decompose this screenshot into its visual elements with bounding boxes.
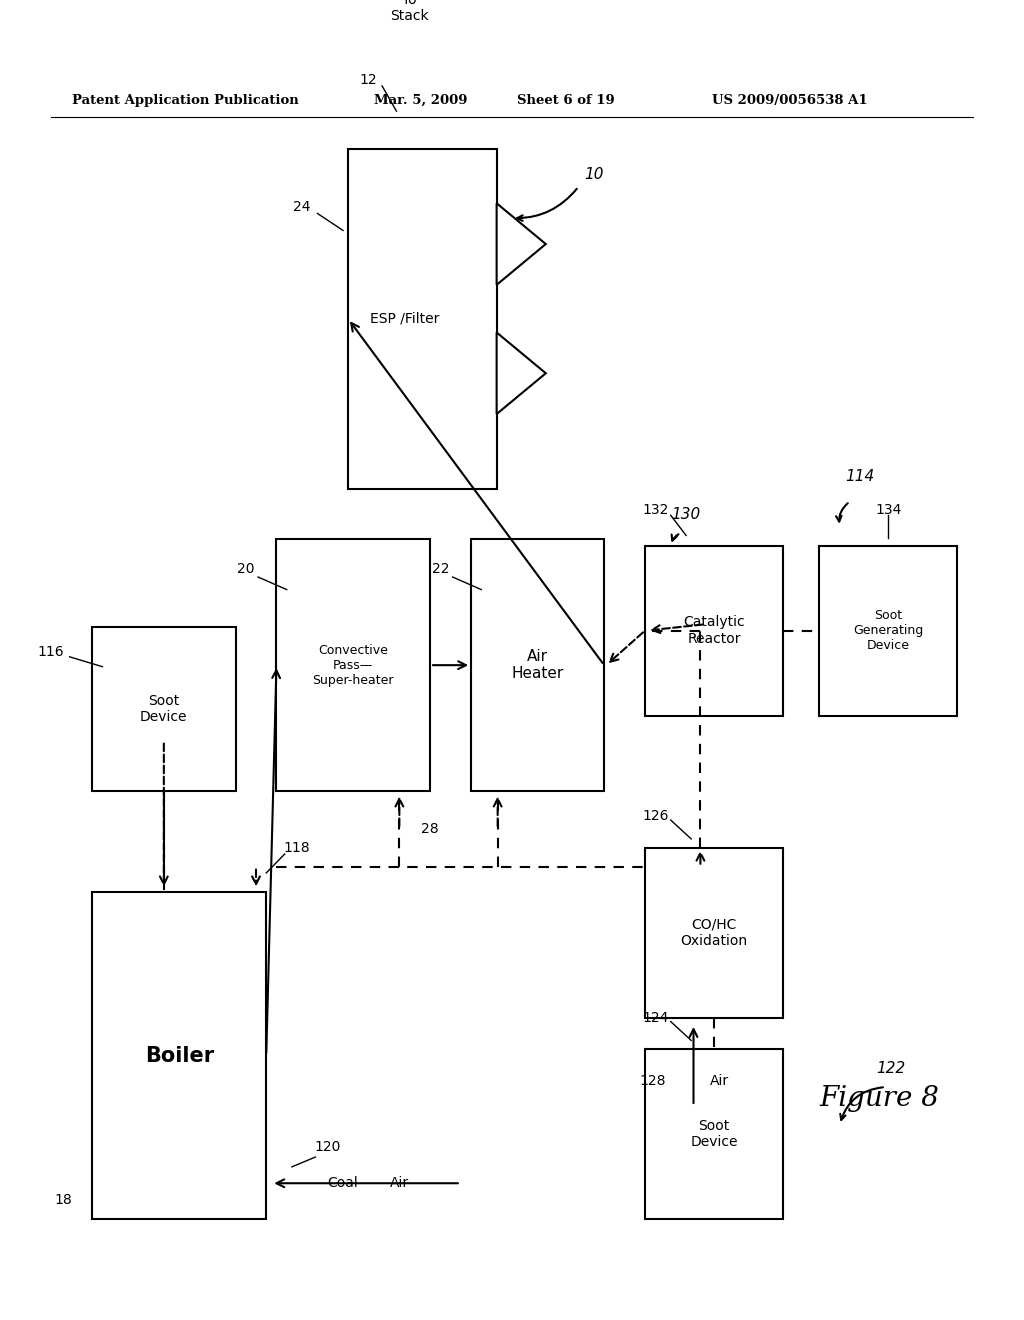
Text: Soot
Device: Soot Device	[140, 694, 187, 725]
Bar	[348, 149, 497, 488]
Text: 128: 128	[639, 1073, 666, 1088]
Text: Coal: Coal	[328, 1176, 358, 1191]
Text: Soot
Generating
Device: Soot Generating Device	[853, 609, 924, 652]
Text: 122: 122	[877, 1061, 905, 1076]
Text: 28: 28	[421, 822, 439, 836]
Bar	[819, 545, 957, 715]
Polygon shape	[497, 203, 546, 285]
Text: 114: 114	[846, 469, 874, 483]
Text: ESP /Filter: ESP /Filter	[370, 312, 439, 326]
Text: 130: 130	[672, 507, 700, 521]
Bar	[645, 1049, 783, 1220]
Text: Boiler: Boiler	[144, 1045, 214, 1065]
Text: Sheet 6 of 19: Sheet 6 of 19	[517, 94, 614, 107]
Bar	[276, 540, 430, 791]
Text: Soot
Device: Soot Device	[690, 1119, 738, 1150]
Text: 118: 118	[284, 841, 310, 855]
Text: Air: Air	[390, 1176, 409, 1191]
Text: Convective
Pass—
Super-heater: Convective Pass— Super-heater	[312, 644, 394, 686]
Text: Mar. 5, 2009: Mar. 5, 2009	[374, 94, 467, 107]
Text: Patent Application Publication: Patent Application Publication	[72, 94, 298, 107]
Bar	[92, 627, 236, 791]
Bar	[645, 545, 783, 715]
Text: 120: 120	[314, 1140, 341, 1154]
Text: CO/HC
Oxidation: CO/HC Oxidation	[681, 917, 748, 948]
Text: US 2009/0056538 A1: US 2009/0056538 A1	[712, 94, 867, 107]
Text: 18: 18	[54, 1193, 73, 1208]
Bar	[471, 540, 604, 791]
Text: 132: 132	[642, 503, 669, 517]
Text: 20: 20	[237, 562, 255, 577]
Text: Figure 8: Figure 8	[819, 1085, 939, 1111]
Text: Catalytic
Reactor: Catalytic Reactor	[683, 615, 745, 645]
Text: 134: 134	[876, 503, 901, 517]
Bar	[645, 847, 783, 1018]
Text: 116: 116	[38, 645, 65, 659]
Text: 12: 12	[359, 73, 378, 87]
Text: 126: 126	[642, 809, 669, 824]
Text: Air: Air	[710, 1073, 729, 1088]
Text: Air
Heater: Air Heater	[511, 649, 564, 681]
Text: 124: 124	[642, 1011, 669, 1024]
Bar	[92, 892, 266, 1220]
Polygon shape	[497, 333, 546, 414]
Text: 24: 24	[293, 199, 311, 214]
Text: To
Stack: To Stack	[390, 0, 429, 22]
Text: 10: 10	[584, 166, 604, 182]
Text: 22: 22	[431, 562, 450, 577]
